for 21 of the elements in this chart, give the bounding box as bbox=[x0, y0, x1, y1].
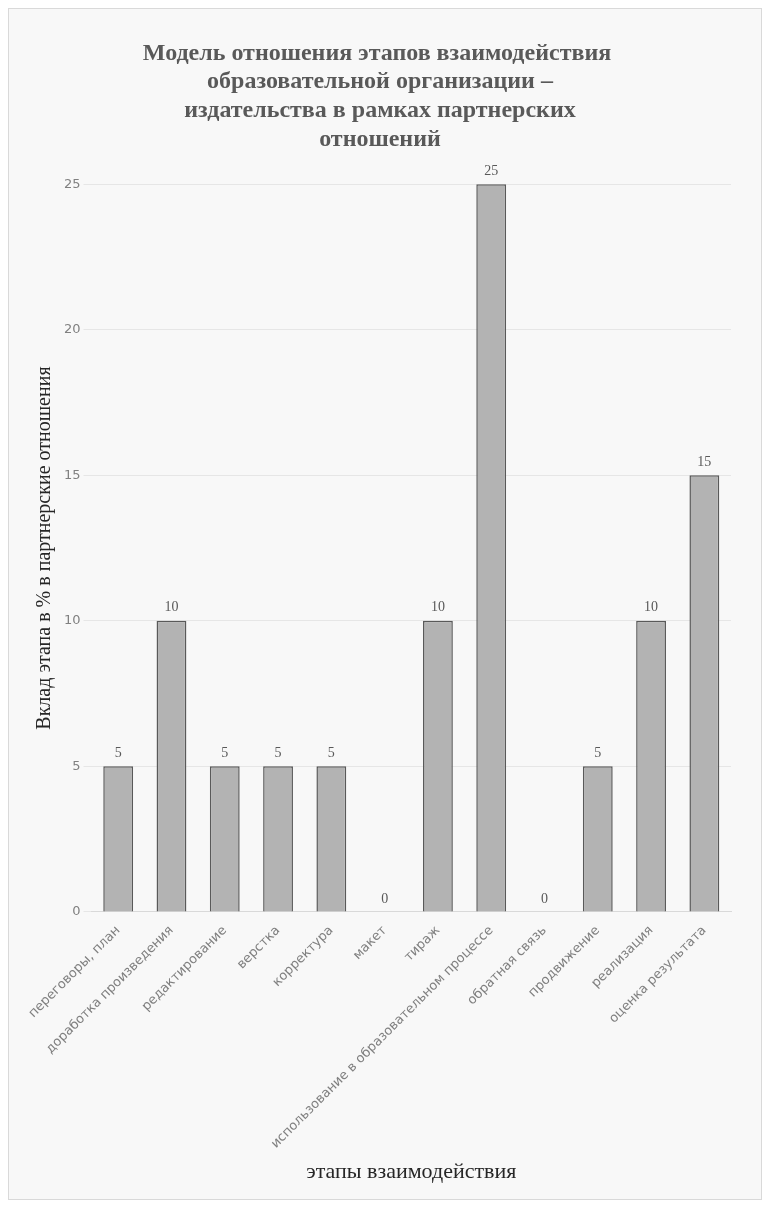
y-tick-label: 20 bbox=[64, 321, 81, 337]
x-axis-title: этапы взаимодействия bbox=[306, 1157, 517, 1183]
data-label: 5 bbox=[594, 745, 602, 761]
data-label: 5 bbox=[221, 745, 229, 761]
chart-title: Модель отношения этапов взаимодействия образовательной организации – издательства в рамках партнерских отношений bbox=[142, 38, 618, 151]
data-label: 10 bbox=[430, 599, 445, 615]
y-tick-label: 25 bbox=[64, 175, 81, 191]
y-tick-label: 0 bbox=[72, 903, 81, 919]
y-tick-label: 5 bbox=[72, 757, 81, 773]
y-axis-title: Вклад этапа в % в партнерские отношения bbox=[32, 366, 56, 730]
data-label: 10 bbox=[164, 599, 179, 615]
data-label: 15 bbox=[697, 453, 712, 469]
y-tick-label: 15 bbox=[64, 466, 81, 482]
data-label: 0 bbox=[540, 890, 548, 906]
data-label: 0 bbox=[381, 890, 389, 906]
data-label: 25 bbox=[484, 162, 499, 178]
data-label: 5 bbox=[274, 745, 282, 761]
data-label: 5 bbox=[114, 745, 122, 761]
y-tick-label: 10 bbox=[64, 612, 81, 628]
data-label: 5 bbox=[327, 745, 335, 761]
data-label: 10 bbox=[644, 599, 659, 615]
